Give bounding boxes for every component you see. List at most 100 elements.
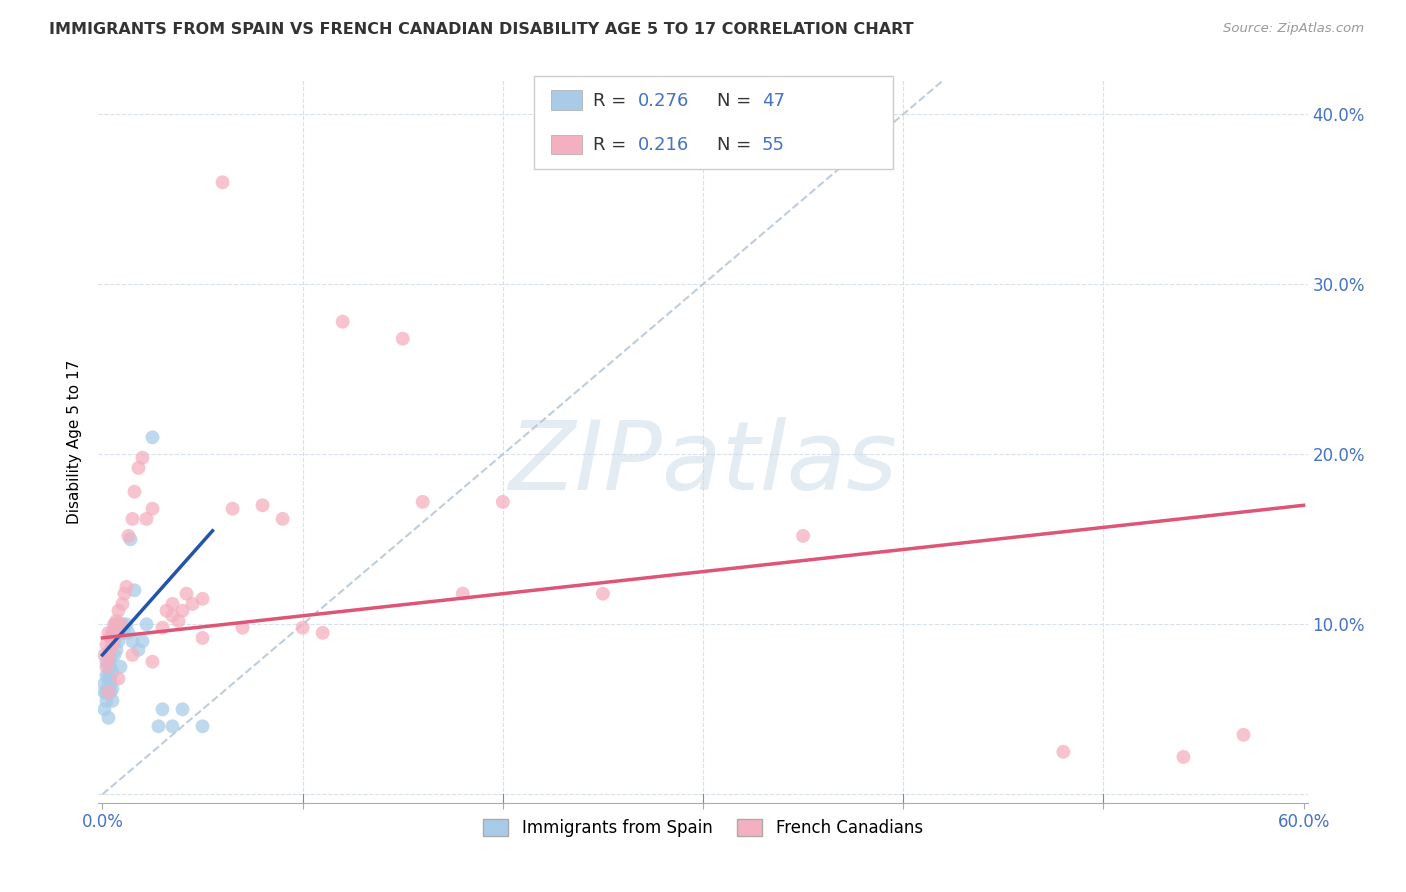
Point	[141, 430, 163, 444]
Point	[105, 642, 128, 657]
Text: N =: N =	[717, 92, 756, 110]
Point	[103, 617, 125, 632]
Point	[162, 597, 184, 611]
Point	[101, 625, 124, 640]
Point	[291, 621, 314, 635]
Point	[97, 660, 120, 674]
Point	[124, 583, 146, 598]
Point	[100, 672, 122, 686]
Point	[114, 587, 136, 601]
Point	[96, 638, 118, 652]
Point	[97, 677, 120, 691]
Point	[111, 597, 134, 611]
Point	[152, 621, 174, 635]
Point	[97, 711, 120, 725]
Point	[1173, 750, 1195, 764]
Point	[592, 587, 614, 601]
Point	[311, 625, 333, 640]
Point	[176, 587, 198, 601]
Point	[162, 719, 184, 733]
Point	[100, 631, 122, 645]
Point	[97, 685, 120, 699]
Text: 0.276: 0.276	[638, 92, 690, 110]
Point	[93, 702, 115, 716]
Point	[191, 591, 214, 606]
Point	[115, 617, 138, 632]
Point	[412, 495, 434, 509]
Point	[101, 638, 124, 652]
Point	[107, 672, 129, 686]
Text: R =: R =	[593, 92, 633, 110]
Point	[100, 685, 122, 699]
Point	[451, 587, 474, 601]
Point	[121, 648, 143, 662]
Point	[105, 614, 128, 628]
Point	[191, 719, 214, 733]
Point	[110, 625, 132, 640]
Point	[100, 642, 122, 657]
Point	[135, 512, 157, 526]
Point	[107, 604, 129, 618]
Point	[105, 621, 128, 635]
Point	[93, 677, 115, 691]
Point	[232, 621, 254, 635]
Point	[96, 655, 118, 669]
Point	[121, 634, 143, 648]
Point	[1232, 728, 1254, 742]
Text: N =: N =	[717, 136, 756, 154]
Text: R =: R =	[593, 136, 633, 154]
Point	[96, 668, 118, 682]
Point	[103, 617, 125, 632]
Point	[97, 668, 120, 682]
Point	[155, 604, 177, 618]
Point	[97, 655, 120, 669]
Point	[103, 648, 125, 662]
Point	[131, 634, 153, 648]
Point	[252, 498, 274, 512]
Point	[211, 175, 233, 189]
Point	[100, 651, 122, 665]
Point	[135, 617, 157, 632]
Y-axis label: Disability Age 5 to 17: Disability Age 5 to 17	[67, 359, 83, 524]
Point	[93, 648, 115, 662]
Point	[121, 512, 143, 526]
Point	[101, 665, 124, 679]
Point	[117, 529, 139, 543]
Point	[191, 631, 214, 645]
Point	[391, 332, 413, 346]
Point	[107, 617, 129, 632]
Point	[221, 501, 243, 516]
Text: 55: 55	[762, 136, 785, 154]
Legend: Immigrants from Spain, French Canadians: Immigrants from Spain, French Canadians	[475, 810, 931, 845]
Point	[131, 450, 153, 465]
Point	[332, 315, 354, 329]
Point	[101, 694, 124, 708]
Point	[97, 651, 120, 665]
Text: ZIPatlas: ZIPatlas	[509, 417, 897, 509]
Point	[110, 660, 132, 674]
Point	[107, 634, 129, 648]
Point	[162, 608, 184, 623]
Point	[148, 719, 170, 733]
Point	[492, 495, 515, 509]
Point	[93, 685, 115, 699]
Point	[110, 617, 132, 632]
Point	[127, 642, 149, 657]
Point	[120, 533, 142, 547]
Text: 47: 47	[762, 92, 785, 110]
Point	[172, 604, 194, 618]
Text: 0.216: 0.216	[638, 136, 689, 154]
Point	[101, 625, 124, 640]
Point	[115, 580, 138, 594]
Point	[152, 702, 174, 716]
Point	[96, 685, 118, 699]
Point	[792, 529, 814, 543]
Point	[96, 694, 118, 708]
Point	[124, 484, 146, 499]
Point	[117, 625, 139, 640]
Point	[172, 702, 194, 716]
Point	[100, 660, 122, 674]
Point	[141, 655, 163, 669]
Point	[100, 677, 122, 691]
Point	[114, 625, 136, 640]
